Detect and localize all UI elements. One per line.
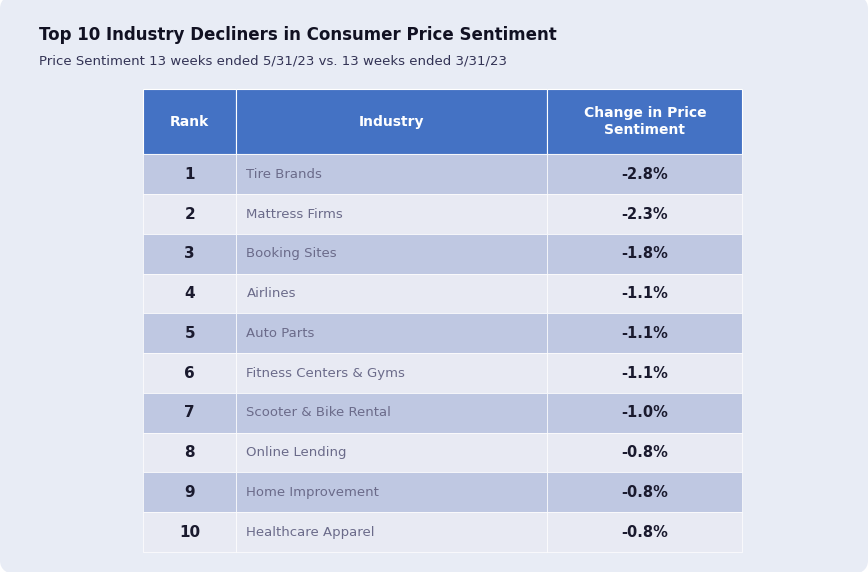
Text: Auto Parts: Auto Parts xyxy=(247,327,315,340)
Text: 4: 4 xyxy=(184,286,195,301)
Text: Home Improvement: Home Improvement xyxy=(247,486,379,499)
Text: 7: 7 xyxy=(184,406,195,420)
FancyBboxPatch shape xyxy=(143,393,236,432)
FancyBboxPatch shape xyxy=(548,472,742,513)
FancyBboxPatch shape xyxy=(548,194,742,234)
FancyBboxPatch shape xyxy=(143,432,236,472)
Text: Price Sentiment 13 weeks ended 5/31/23 vs. 13 weeks ended 3/31/23: Price Sentiment 13 weeks ended 5/31/23 v… xyxy=(39,54,507,67)
FancyBboxPatch shape xyxy=(548,513,742,552)
Text: 6: 6 xyxy=(184,366,195,380)
FancyBboxPatch shape xyxy=(236,472,548,513)
Text: Change in Price
Sentiment: Change in Price Sentiment xyxy=(583,106,707,137)
FancyBboxPatch shape xyxy=(236,393,548,432)
FancyBboxPatch shape xyxy=(236,194,548,234)
Text: -1.8%: -1.8% xyxy=(621,247,668,261)
FancyBboxPatch shape xyxy=(236,154,548,194)
Text: 3: 3 xyxy=(184,247,195,261)
FancyBboxPatch shape xyxy=(143,472,236,513)
Text: -1.1%: -1.1% xyxy=(621,366,668,380)
Text: Healthcare Apparel: Healthcare Apparel xyxy=(247,526,375,539)
Text: -1.0%: -1.0% xyxy=(621,406,668,420)
Text: -2.3%: -2.3% xyxy=(621,206,668,221)
FancyBboxPatch shape xyxy=(236,313,548,353)
Text: Mattress Firms: Mattress Firms xyxy=(247,208,343,221)
FancyBboxPatch shape xyxy=(143,194,236,234)
Text: 8: 8 xyxy=(184,445,195,460)
FancyBboxPatch shape xyxy=(548,313,742,353)
Text: 5: 5 xyxy=(184,326,195,341)
FancyBboxPatch shape xyxy=(143,313,236,353)
FancyBboxPatch shape xyxy=(143,353,236,393)
FancyBboxPatch shape xyxy=(236,89,548,154)
FancyBboxPatch shape xyxy=(236,432,548,472)
Text: 1: 1 xyxy=(184,167,195,182)
FancyBboxPatch shape xyxy=(143,513,236,552)
Text: Booking Sites: Booking Sites xyxy=(247,247,337,260)
Text: Online Lending: Online Lending xyxy=(247,446,347,459)
FancyBboxPatch shape xyxy=(548,154,742,194)
FancyBboxPatch shape xyxy=(236,234,548,274)
Text: Top 10 Industry Decliners in Consumer Price Sentiment: Top 10 Industry Decliners in Consumer Pr… xyxy=(39,26,556,43)
Text: -0.8%: -0.8% xyxy=(621,445,668,460)
Text: Fitness Centers & Gyms: Fitness Centers & Gyms xyxy=(247,367,405,380)
Text: -0.8%: -0.8% xyxy=(621,485,668,500)
FancyBboxPatch shape xyxy=(236,353,548,393)
FancyBboxPatch shape xyxy=(143,154,236,194)
Text: Scooter & Bike Rental: Scooter & Bike Rental xyxy=(247,406,391,419)
FancyBboxPatch shape xyxy=(548,353,742,393)
Text: 2: 2 xyxy=(184,206,195,221)
FancyBboxPatch shape xyxy=(143,273,236,313)
FancyBboxPatch shape xyxy=(548,234,742,274)
Text: -1.1%: -1.1% xyxy=(621,326,668,341)
FancyBboxPatch shape xyxy=(548,273,742,313)
Text: Rank: Rank xyxy=(170,114,209,129)
Text: Tire Brands: Tire Brands xyxy=(247,168,322,181)
Text: Industry: Industry xyxy=(359,114,424,129)
Text: Airlines: Airlines xyxy=(247,287,296,300)
FancyBboxPatch shape xyxy=(548,89,742,154)
FancyBboxPatch shape xyxy=(548,393,742,432)
Text: 9: 9 xyxy=(184,485,195,500)
Text: 10: 10 xyxy=(179,525,201,539)
Text: -2.8%: -2.8% xyxy=(621,167,668,182)
FancyBboxPatch shape xyxy=(236,273,548,313)
FancyBboxPatch shape xyxy=(143,89,236,154)
FancyBboxPatch shape xyxy=(236,513,548,552)
FancyBboxPatch shape xyxy=(548,432,742,472)
Text: -0.8%: -0.8% xyxy=(621,525,668,539)
Text: -1.1%: -1.1% xyxy=(621,286,668,301)
FancyBboxPatch shape xyxy=(143,234,236,274)
